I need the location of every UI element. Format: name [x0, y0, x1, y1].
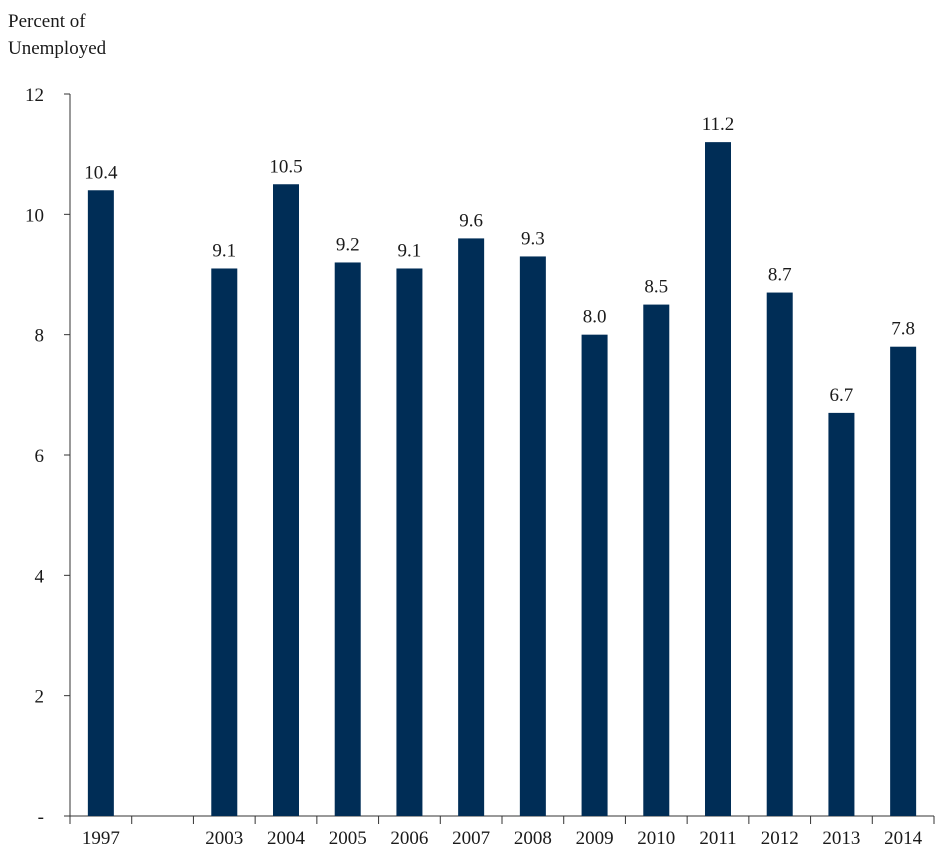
- x-tick-label: 2014: [884, 828, 923, 849]
- x-tick-label: 2012: [761, 828, 799, 849]
- data-label: 9.1: [212, 240, 236, 261]
- x-tick-label: 2005: [329, 828, 367, 849]
- bars: [87, 142, 917, 817]
- y-tick-label: 6: [35, 446, 45, 467]
- y-axis-label-line-2: Unemployed: [8, 38, 107, 59]
- bar: [458, 238, 485, 816]
- bar: [766, 292, 793, 816]
- x-tick-label: 2007: [452, 828, 490, 849]
- data-label: 8.5: [644, 277, 668, 298]
- data-label: 8.0: [583, 307, 607, 328]
- y-tick-label: 10: [25, 205, 44, 226]
- data-label: 7.8: [891, 319, 915, 340]
- y-tick-label: 8: [35, 326, 45, 347]
- data-label: 8.7: [768, 265, 792, 286]
- bar: [273, 184, 299, 816]
- y-axis: - 2 4 6 8 10 12: [25, 85, 71, 828]
- data-label: 10.4: [84, 162, 118, 183]
- bar: [828, 412, 855, 816]
- x-tick-label: 2004: [267, 828, 306, 849]
- x-tick-label: 2006: [390, 828, 428, 849]
- x-tick-label: 2009: [576, 828, 614, 849]
- bar: [890, 346, 917, 816]
- data-label: 11.2: [702, 114, 735, 135]
- bar: [643, 304, 670, 816]
- y-tick-label: 12: [25, 85, 44, 106]
- x-tick-label: 2003: [205, 828, 243, 849]
- data-label: 9.2: [336, 234, 360, 255]
- x-tick-label: 2013: [822, 828, 860, 849]
- bar: [581, 334, 608, 816]
- bar: [334, 262, 361, 816]
- x-tick-label: 2010: [637, 828, 675, 849]
- data-label: 9.6: [459, 210, 483, 231]
- data-label: 9.1: [398, 240, 422, 261]
- x-axis: 1997 2003 2004 2005 2006 2007 2008 2009 2010 2011…: [69, 815, 935, 849]
- bar: [87, 190, 114, 816]
- x-tick-label: 2008: [514, 828, 552, 849]
- y-tick-label: -: [38, 807, 44, 828]
- y-axis-label-line-1: Percent of: [8, 11, 86, 32]
- bar: [396, 268, 423, 816]
- x-tick-label: 2011: [699, 828, 736, 849]
- data-label: 9.3: [521, 228, 545, 249]
- bar: [211, 268, 238, 816]
- data-label: 10.5: [269, 156, 302, 177]
- y-tick-label: 4: [35, 566, 45, 587]
- bar: [705, 142, 731, 817]
- y-tick-label: 2: [35, 687, 45, 708]
- x-tick-label: 1997: [82, 828, 120, 849]
- data-label: 6.7: [830, 385, 854, 406]
- data-labels: 10.4 9.1 10.5 9.2 9.1 9.6 9.3 8.0 8.5 11.2 8.7 6.7 7…: [84, 114, 915, 406]
- bar: [519, 256, 546, 816]
